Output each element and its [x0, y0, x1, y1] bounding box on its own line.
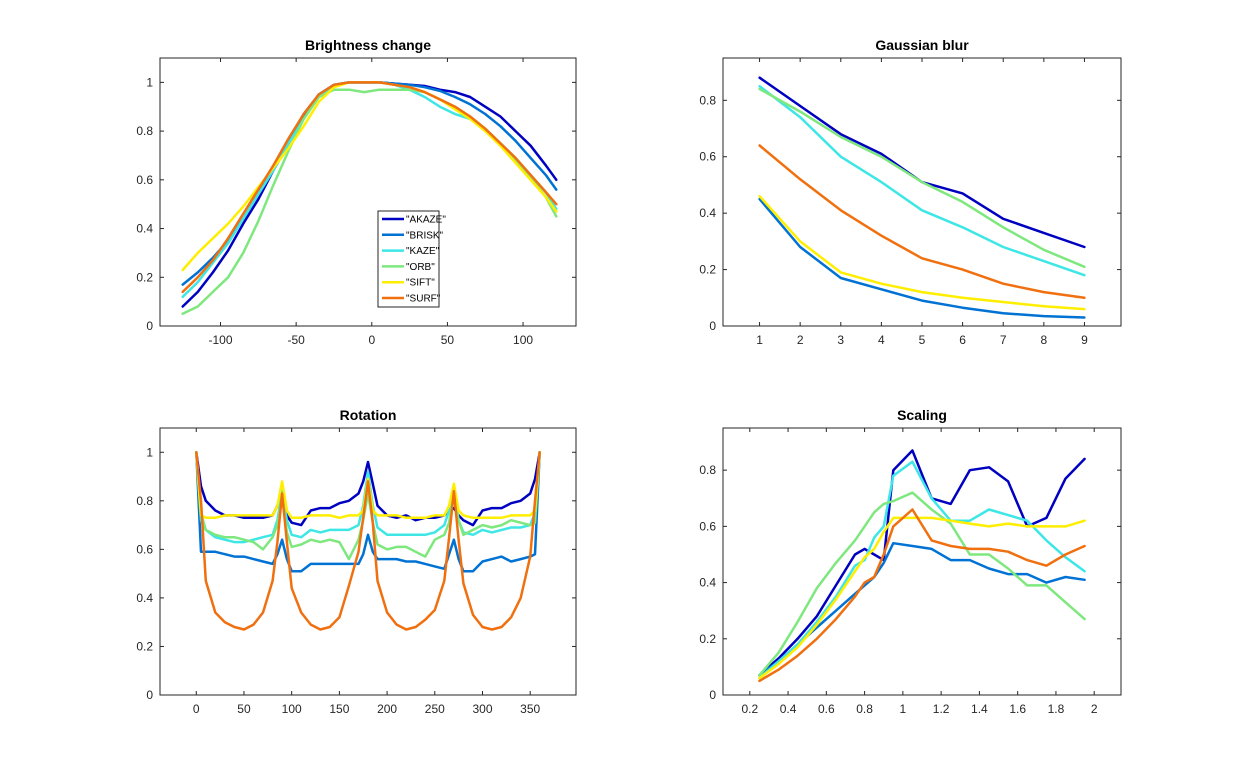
y-tick-label: 0.4 [136, 222, 153, 236]
y-tick-label: 0 [146, 688, 153, 702]
series-line-kaze [195, 451, 541, 544]
series-line-brisk [195, 451, 541, 573]
series-line-surf [758, 508, 1086, 683]
x-tick-label: 5 [919, 333, 926, 347]
x-tick-label: 150 [329, 702, 349, 716]
y-tick-label: 1 [146, 445, 153, 459]
x-tick-label: 1 [900, 702, 907, 716]
y-tick-label: 0.6 [699, 150, 716, 164]
subplot-2: Gaussian blur 1 2 3 4 5 6 7 8 9 0 0.2 0.4 0.6 0.8 [699, 37, 1122, 347]
x-tick-label: 1.2 [933, 702, 950, 716]
x-tick-label: -100 [208, 333, 232, 347]
x-tick-label: 50 [441, 333, 455, 347]
x-tick-label: 100 [513, 333, 533, 347]
x-tick-label: 1.4 [971, 702, 988, 716]
subplot-4: Scaling 0.2 0.4 0.6 0.8 1 1.2 1.4 1.6 1.8 2 0 0.2 0.4… [699, 407, 1122, 716]
x-tick-label: 100 [282, 702, 302, 716]
series-line-surf [195, 451, 541, 631]
x-tick-label: 0.8 [856, 702, 873, 716]
chart-title: Gaussian blur [875, 37, 969, 53]
series-line-kaze [758, 460, 1086, 680]
y-tick-label: 0.4 [699, 576, 716, 590]
x-tick-label: 250 [425, 702, 445, 716]
x-tick-label: 200 [377, 702, 397, 716]
legend-label: "AKAZE" [406, 215, 446, 226]
y-tick-label: 0.2 [136, 639, 153, 653]
x-tick-label: 50 [237, 702, 251, 716]
y-tick-label: 0.8 [699, 93, 716, 107]
legend-label: "SURF" [406, 294, 441, 305]
x-tick-label: 8 [1040, 333, 1047, 347]
y-tick-label: 0.8 [699, 463, 716, 477]
x-tick-label: 1 [756, 333, 763, 347]
x-tick-label: 2 [797, 333, 804, 347]
chart-title: Brightness change [305, 37, 431, 53]
y-tick-label: 0.6 [699, 519, 716, 533]
y-tick-label: 0.8 [136, 494, 153, 508]
x-tick-label: 350 [520, 702, 540, 716]
series-line-surf [758, 144, 1086, 300]
y-tick-label: 0.6 [136, 173, 153, 187]
series-line-sift [195, 451, 541, 520]
series-line-brisk [758, 197, 1086, 319]
x-tick-label: 300 [472, 702, 492, 716]
series-line-orb [758, 87, 1086, 269]
chart-title: Scaling [897, 407, 947, 423]
x-tick-label: 6 [959, 333, 966, 347]
legend-box [377, 210, 440, 308]
axes-box [159, 57, 577, 327]
y-tick-label: 1 [146, 75, 153, 89]
x-tick-label: 0.2 [741, 702, 758, 716]
x-tick-label: 9 [1081, 333, 1088, 347]
y-tick-label: 0.8 [136, 124, 153, 138]
y-tick-label: 0.4 [699, 206, 716, 220]
x-tick-label: 3 [837, 333, 844, 347]
y-tick-label: 0 [146, 319, 153, 333]
legend: "AKAZE" "BRISK" "KAZE" "ORB" "SIFT" "SURF" [377, 210, 446, 308]
series-line-kaze [758, 84, 1086, 277]
chart-title: Rotation [340, 407, 397, 423]
legend-label: "KAZE" [406, 246, 440, 257]
series-line-akaze [195, 451, 541, 527]
y-tick-label: 0.2 [699, 263, 716, 277]
x-tick-label: 0.6 [818, 702, 835, 716]
x-tick-label: -50 [287, 333, 305, 347]
x-tick-label: 0 [368, 333, 375, 347]
x-tick-label: 0.4 [780, 702, 797, 716]
legend-label: "ORB" [406, 262, 435, 273]
y-tick-label: 0.2 [699, 632, 716, 646]
x-tick-label: 2 [1091, 702, 1098, 716]
legend-label: "BRISK" [406, 230, 444, 241]
x-tick-label: 1.8 [1048, 702, 1065, 716]
y-tick-label: 0 [709, 319, 716, 333]
subplot-3: Rotation 0 50 100 150 200 250 300 350 0 0.2 0.4 0.6 0… [136, 407, 577, 716]
legend-label: "SIFT" [406, 278, 435, 289]
x-tick-label: 7 [1000, 333, 1007, 347]
x-tick-label: 4 [878, 333, 885, 347]
series-line-orb [758, 491, 1086, 677]
y-tick-label: 0 [709, 688, 716, 702]
axes-box [722, 57, 1122, 327]
series-line-brisk [758, 541, 1086, 677]
series-line-surf [181, 81, 558, 294]
series-line-sift [758, 194, 1086, 311]
y-tick-label: 0.6 [136, 542, 153, 556]
subplot-1: Brightness change -100 -50 0 50 100 0 0.2 0.4 0.6… [136, 37, 577, 347]
series-line-orb [195, 451, 541, 561]
y-tick-label: 0.4 [136, 591, 153, 605]
x-tick-label: 0 [193, 702, 200, 716]
x-tick-label: 1.6 [1009, 702, 1026, 716]
y-tick-label: 0.2 [136, 270, 153, 284]
